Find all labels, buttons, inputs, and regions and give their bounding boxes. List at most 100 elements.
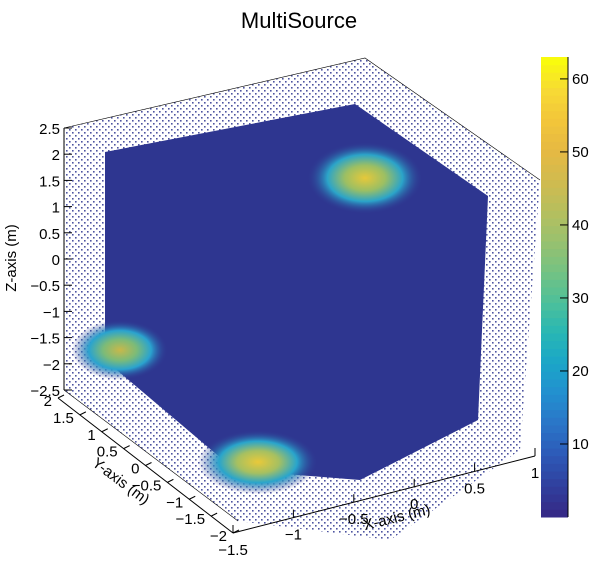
colorbar-cell: [541, 118, 568, 127]
colorbar-tick-label: 30: [572, 290, 589, 307]
colorbar-cell: [541, 195, 568, 204]
colorbar-cell: [541, 494, 568, 503]
colorbar-cell: [541, 64, 568, 73]
colorbar-cell: [541, 486, 568, 495]
colorbar-cell: [541, 348, 568, 357]
colorbar-cell: [541, 256, 568, 265]
colorbar-tick-label: 10: [572, 436, 589, 453]
colorbar-cell: [541, 379, 568, 388]
x-axis-line: [232, 455, 536, 534]
colorbar-cell: [541, 478, 568, 487]
colorbar-cell: [541, 149, 568, 158]
colorbar-cell: [541, 87, 568, 96]
y-tick-mark: [167, 478, 174, 483]
colorbar-cell: [541, 133, 568, 142]
colorbar-cell: [541, 210, 568, 219]
colorbar-cell: [541, 363, 568, 372]
box-edge: [63, 57, 541, 181]
colorbar-cell: [541, 156, 568, 165]
colorbar-tick-label: 60: [572, 71, 589, 88]
colorbar-cell: [541, 386, 568, 395]
colorbar-cell: [541, 394, 568, 403]
y-ticks: −2−1.5−1−0.50 0.51 1.52: [44, 393, 240, 545]
y-tick-label: 1: [87, 427, 95, 444]
chart-title: MultiSource: [241, 8, 357, 33]
colorbar-cell: [541, 164, 568, 173]
colorbar-cell: [541, 501, 568, 510]
colorbar-cell: [541, 141, 568, 150]
colorbar-tick-label: 40: [572, 217, 589, 234]
colorbar-cell: [541, 279, 568, 288]
colorbar-cell: [541, 233, 568, 242]
colorbar-cell: [541, 471, 568, 480]
z-ticks: −2.5 −2 −1.5 −1 −0.5 0 0.5 1 1.5 2 2.5: [30, 121, 72, 400]
colorbar-cell: [541, 356, 568, 365]
colorbar-cell: [541, 402, 568, 411]
colorbar-cell: [541, 103, 568, 112]
colorbar-cell: [541, 179, 568, 188]
colorbar-cell: [541, 509, 568, 518]
colorbar-cell: [541, 218, 568, 227]
colorbar-cell: [541, 432, 568, 441]
x-tick-label: 0: [410, 496, 418, 513]
x-tick-label: −0.5: [339, 511, 369, 528]
hotspot-left: [72, 320, 168, 380]
colorbar-cell: [541, 417, 568, 426]
colorbar-cell: [541, 371, 568, 380]
y-tick-mark: [57, 394, 65, 399]
colorbar: [541, 57, 568, 518]
y-tick-label: −2: [210, 528, 227, 545]
y-tick-label: −0.5: [132, 477, 162, 494]
colorbar-cell: [541, 264, 568, 273]
colorbar-cell: [541, 455, 568, 464]
hotspot-top: [307, 142, 423, 214]
y-tick-label: 2: [44, 393, 52, 410]
colorbar-cell: [541, 409, 568, 418]
colorbar-cell: [541, 72, 568, 81]
colorbar-cell: [541, 225, 568, 234]
z-tick-label: −0.5: [30, 278, 60, 295]
y-tick-label: 0.5: [97, 444, 118, 461]
box-edge: [63, 389, 239, 522]
z-tick-label: 2.5: [39, 121, 60, 138]
colorbar-cell: [541, 172, 568, 181]
z-tick-label: −2.5: [30, 383, 60, 400]
colorbar-cell: [541, 425, 568, 434]
x-ticks: −1.5 −1 −0.5 0 0.5 1: [218, 448, 539, 559]
y-tick-label: 0: [131, 461, 139, 478]
colorbar-cell: [541, 448, 568, 457]
y-tick-mark: [123, 445, 130, 450]
y-tick-label: −1.5: [176, 511, 206, 528]
colorbar-cell: [541, 294, 568, 303]
colorbar-cell: [541, 333, 568, 342]
colorbar-cell: [541, 287, 568, 296]
colorbar-tick-label: 50: [572, 144, 589, 161]
colorbar-cell: [541, 126, 568, 135]
z-axis-label: Z-axis (m): [3, 224, 20, 292]
z-tick-label: −2: [43, 357, 60, 374]
x-tick-label: −1: [285, 527, 302, 544]
x-tick-label: 1: [531, 465, 539, 482]
z-tick-label: 2: [52, 147, 60, 164]
y-tick-mark: [101, 428, 108, 433]
colorbar-cell: [541, 340, 568, 349]
colorbar-cell: [541, 325, 568, 334]
y-tick-mark: [145, 462, 152, 466]
colorbar-cell: [541, 187, 568, 196]
colorbar-cell: [541, 95, 568, 104]
z-tick-label: −1: [43, 304, 60, 321]
colorbar-cell: [541, 463, 568, 472]
z-tick-label: 1.5: [39, 173, 60, 190]
colorbar-cell: [541, 241, 568, 250]
colorbar-cell: [541, 110, 568, 119]
colorbar-cell: [541, 302, 568, 311]
colorbar-tick-label: 20: [572, 363, 589, 380]
y-tick-label: 1.5: [53, 410, 74, 427]
colorbar-cell: [541, 57, 568, 66]
y-tick-mark: [210, 512, 218, 517]
colorbar-cell: [541, 248, 568, 257]
y-tick-mark: [189, 495, 196, 500]
colorbar-ticks: 10 20 30 40 50 60: [560, 71, 589, 453]
